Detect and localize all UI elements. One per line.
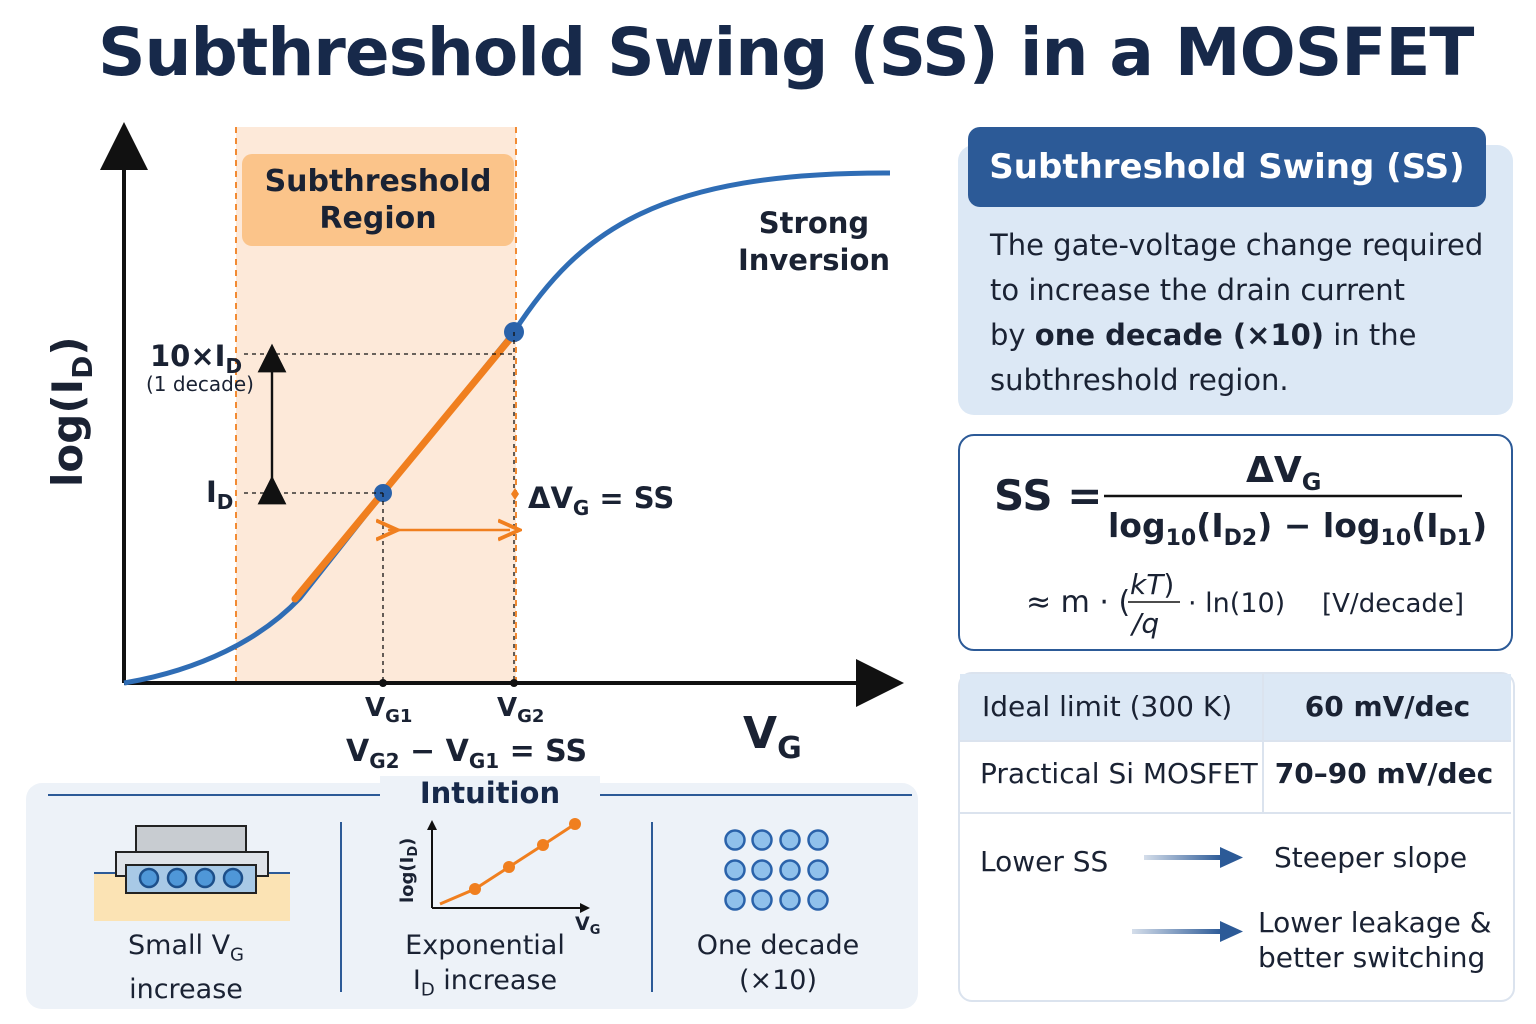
table-divider-vertical xyxy=(1262,674,1264,812)
id-vg-curve xyxy=(123,170,891,686)
definition-line2: to increase the drain current xyxy=(990,273,1405,307)
table-ideal-label: Ideal limit (300 K) xyxy=(982,690,1233,723)
tick-vg1 xyxy=(379,679,387,687)
region-label-line2: Region xyxy=(319,201,436,236)
definition-heading: Subthreshold Swing (SS) xyxy=(968,127,1486,207)
region-label-box xyxy=(242,154,514,246)
intuition-title: Intuition xyxy=(380,776,600,810)
table-divider-1 xyxy=(960,740,1511,742)
table-divider-2 xyxy=(960,812,1511,814)
intuition-divider-2 xyxy=(651,822,653,992)
strong-inversion-line1: Strong xyxy=(759,206,869,240)
region-label-line1: Subthreshold xyxy=(265,164,492,199)
tick-vg2 xyxy=(510,679,518,687)
vg-difference-label: VG2 − VG1 = SS xyxy=(346,734,587,773)
intuition-divider-1 xyxy=(340,822,342,992)
page-title: Subthreshold Swing (SS) in a MOSFET xyxy=(98,14,1474,91)
table-ideal-value: 60 mV/dec xyxy=(1304,690,1471,723)
vg2-label: VG2 xyxy=(497,693,544,727)
table-row-ideal xyxy=(960,674,1511,740)
effect-lower-leakage: Lower leakage & better switching xyxy=(1258,906,1492,974)
definition-emphasis: one decade (×10) xyxy=(1034,318,1325,352)
vg1-label: VG1 xyxy=(365,693,412,727)
slope-segment xyxy=(291,330,518,603)
lower-ss-label: Lower SS xyxy=(980,845,1109,878)
definition-line4: subthreshold region. xyxy=(990,363,1289,397)
x-axis-label: VG xyxy=(743,708,802,766)
table-practical-value: 70–90 mV/dec xyxy=(1274,757,1494,790)
definition-text: The gate-voltage change required to incr… xyxy=(990,223,1500,403)
intuition-caption-1: Small VG increase xyxy=(128,930,244,1006)
table-practical-label: Practical Si MOSFET xyxy=(980,757,1258,790)
delta-vg-tick xyxy=(511,488,519,500)
tenx-id-label: 10×ID xyxy=(150,339,242,378)
effect-steeper-slope: Steeper slope xyxy=(1274,841,1468,874)
definition-line3: by one decade (×10) in the xyxy=(990,318,1417,352)
id-vg-plot: Subthreshold Region log(ID) VG Strong In… xyxy=(43,122,904,773)
decade-note: (1 decade) xyxy=(146,372,254,396)
delta-vg-label: ΔVG = SS xyxy=(528,481,674,520)
intuition-caption-3: One decade (×10) xyxy=(696,930,860,996)
strong-inversion-line2: Inversion xyxy=(738,243,890,277)
intuition-caption-2: Exponential ID increase xyxy=(405,930,565,1001)
id-label: ID xyxy=(206,475,233,514)
y-axis-label: log(ID) xyxy=(43,336,99,487)
formula-card xyxy=(958,434,1513,651)
definition-line1: The gate-voltage change required xyxy=(990,228,1484,262)
